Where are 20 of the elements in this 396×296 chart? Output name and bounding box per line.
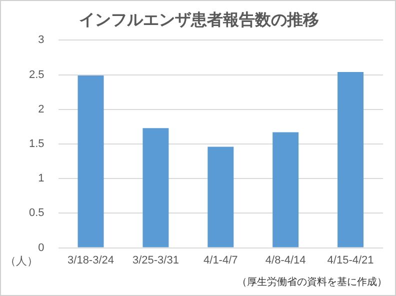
y-axis-title: （人） [5,254,38,268]
y-tick-label: 2 [38,103,44,116]
y-tick-label: 1.5 [28,138,44,150]
x-tick-label: 4/8-4/14 [265,254,306,266]
text: （厚生労働省の資料を基に作成） [237,276,387,289]
x-tick-label: 3/18-3/24 [68,254,114,266]
bar [272,132,299,248]
y-tick-label: 2.5 [28,68,44,81]
bar [208,146,234,248]
bar [78,75,104,248]
x-tick-label: 4/1-4/7 [204,254,238,266]
x-tick-label: 4/15-4/21 [327,254,374,266]
y-tick-label: 0 [38,242,44,254]
bar [338,72,364,248]
chart-title: インフルエンザ患者報告数の推移 [79,10,319,29]
bar [142,128,169,248]
x-tick-label: 3/25-3/31 [132,254,179,266]
y-tick-label: 3 [38,34,44,46]
y-tick-label: 1 [38,172,44,185]
y-tick-label: 0.5 [28,207,44,220]
